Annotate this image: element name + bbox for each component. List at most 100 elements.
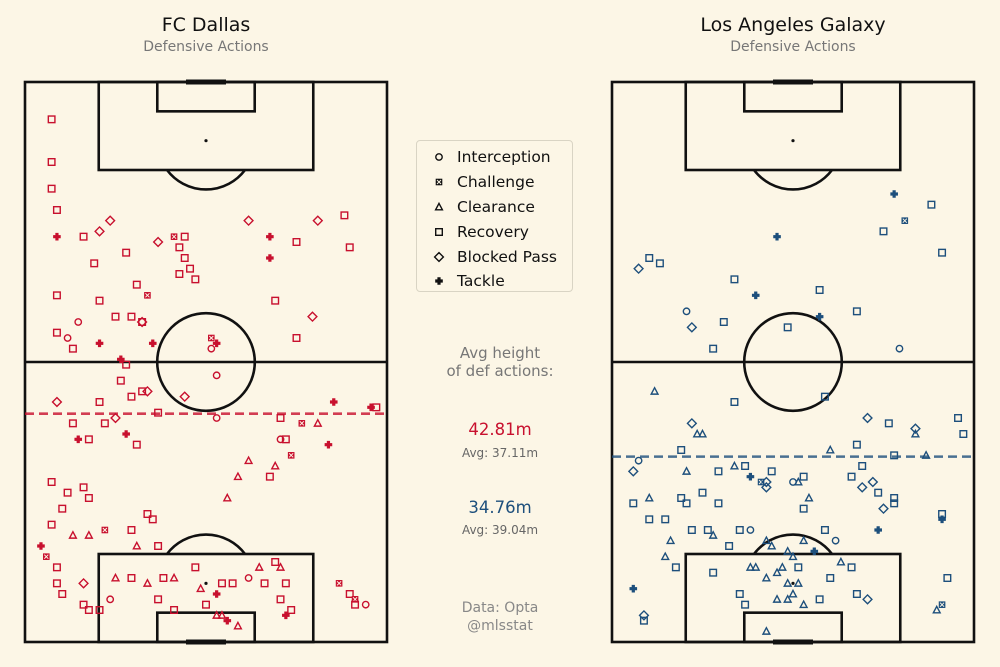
galaxy-action-point: [735, 526, 744, 535]
dallas-action-point: [287, 452, 295, 459]
dallas-action-point: [52, 563, 61, 572]
dallas-action-point: [180, 232, 189, 241]
galaxy-action-point: [831, 536, 840, 545]
dallas-action-point: [58, 590, 67, 599]
dallas-action-point: [361, 600, 370, 609]
dallas-action-point: [94, 225, 105, 237]
dallas-league-avg: Avg: 37.11m: [461, 446, 539, 460]
dallas-action-point: [270, 460, 280, 470]
galaxy-action-point: [714, 467, 723, 476]
dallas-action-point: [372, 403, 381, 412]
galaxy-action-point: [751, 291, 760, 300]
galaxy-action-point: [686, 417, 698, 429]
dallas-action-point: [53, 232, 61, 241]
dallas-action-point: [351, 600, 360, 609]
dallas-action-point: [175, 270, 184, 279]
dallas-action-point: [63, 488, 72, 497]
dallas-action-point: [63, 334, 72, 342]
galaxy-action-point: [730, 275, 739, 284]
dallas-action-point: [208, 334, 215, 342]
galaxy-action-point: [867, 476, 879, 488]
dallas-action-point: [191, 563, 200, 572]
dallas-action-point: [212, 590, 221, 598]
legend-label: Challenge: [457, 173, 535, 192]
dallas-action-point: [217, 610, 227, 619]
legend-entry: Recovery: [417, 219, 572, 244]
dallas-action-point: [191, 275, 200, 284]
galaxy-action-point: [725, 542, 734, 551]
galaxy-action-point: [799, 535, 809, 545]
dallas-chart-subtitle: Defensive Actions: [143, 39, 269, 55]
galaxy-action-point: [761, 535, 771, 545]
dallas-action-point: [152, 236, 164, 248]
galaxy-pitch-lines: [610, 79, 976, 645]
galaxy-action-point: [793, 476, 803, 486]
x-square-icon: [435, 178, 443, 186]
galaxy-action-point: [921, 450, 931, 459]
dallas-action-point: [144, 292, 151, 299]
galaxy-action-point: [708, 530, 718, 539]
galaxy-action-point: [751, 562, 761, 571]
dallas-action-point: [68, 419, 77, 428]
galaxy-action-point: [943, 574, 952, 583]
dallas-action-point: [84, 606, 93, 615]
galaxy-action-point: [627, 465, 639, 477]
dallas-action-point: [116, 376, 125, 385]
legend-entry: Challenge: [417, 170, 572, 195]
galaxy-action-point: [638, 609, 650, 621]
dallas-chart-title: FC Dallas: [161, 14, 251, 36]
dallas-action-point: [127, 526, 136, 535]
legend-label: Interception: [457, 148, 551, 167]
galaxy-action-point: [820, 526, 829, 535]
galaxy-action-point: [777, 562, 787, 571]
circle-icon: [435, 153, 443, 162]
galaxy-action-point: [852, 440, 861, 449]
dallas-action-point: [186, 264, 195, 273]
dallas-avg-height-value: 42.81m: [468, 420, 532, 439]
legend-marker: [434, 201, 444, 211]
galaxy-action-point: [910, 428, 921, 438]
dallas-action-point: [37, 542, 45, 550]
dallas-action-point: [117, 355, 125, 364]
galaxy-action-point: [714, 499, 723, 508]
galaxy-action-point: [697, 428, 708, 438]
dallas-action-point: [79, 232, 88, 241]
dallas-action-point: [47, 478, 56, 487]
legend-entry: Clearance: [417, 195, 572, 220]
galaxy-action-point: [884, 419, 893, 428]
dallas-action-point: [233, 471, 243, 481]
galaxy-action-point: [660, 551, 670, 561]
dallas-action-point: [78, 577, 89, 589]
galaxy-action-point: [783, 546, 793, 555]
dallas-action-point: [47, 115, 56, 124]
galaxy-action-point: [901, 217, 909, 224]
dallas-action-point: [52, 579, 61, 588]
dallas-action-point: [281, 579, 290, 588]
galaxy-action-point: [783, 323, 792, 332]
galaxy-action-point: [729, 460, 740, 470]
galaxy-action-point: [745, 562, 755, 571]
dallas-action-point: [95, 398, 104, 407]
galaxy-action-point: [890, 451, 899, 460]
dallas-action-point: [95, 296, 104, 305]
dallas-action-point: [260, 579, 269, 588]
avg-height-heading-line1: Avg height: [459, 344, 541, 362]
galaxy-action-point: [661, 515, 670, 524]
galaxy-action-point: [703, 526, 712, 535]
galaxy-action-point: [938, 248, 947, 257]
dallas-action-point: [266, 232, 274, 241]
galaxy-action-point: [682, 307, 691, 316]
legend-label: Recovery: [457, 222, 529, 241]
plus-icon: [435, 277, 443, 286]
dallas-action-point: [276, 435, 285, 444]
dallas-action-point: [111, 312, 120, 321]
dallas-action-point: [287, 606, 296, 615]
galaxy-action-point: [825, 444, 835, 454]
legend-entry: Tackle: [417, 269, 572, 294]
galaxy-action-point: [773, 232, 781, 241]
dallas-action-point: [143, 510, 152, 519]
dallas-action-point: [104, 215, 116, 227]
galaxy-action-point: [681, 466, 692, 475]
galaxy-action-point: [874, 488, 883, 497]
galaxy-action-point: [895, 344, 904, 353]
